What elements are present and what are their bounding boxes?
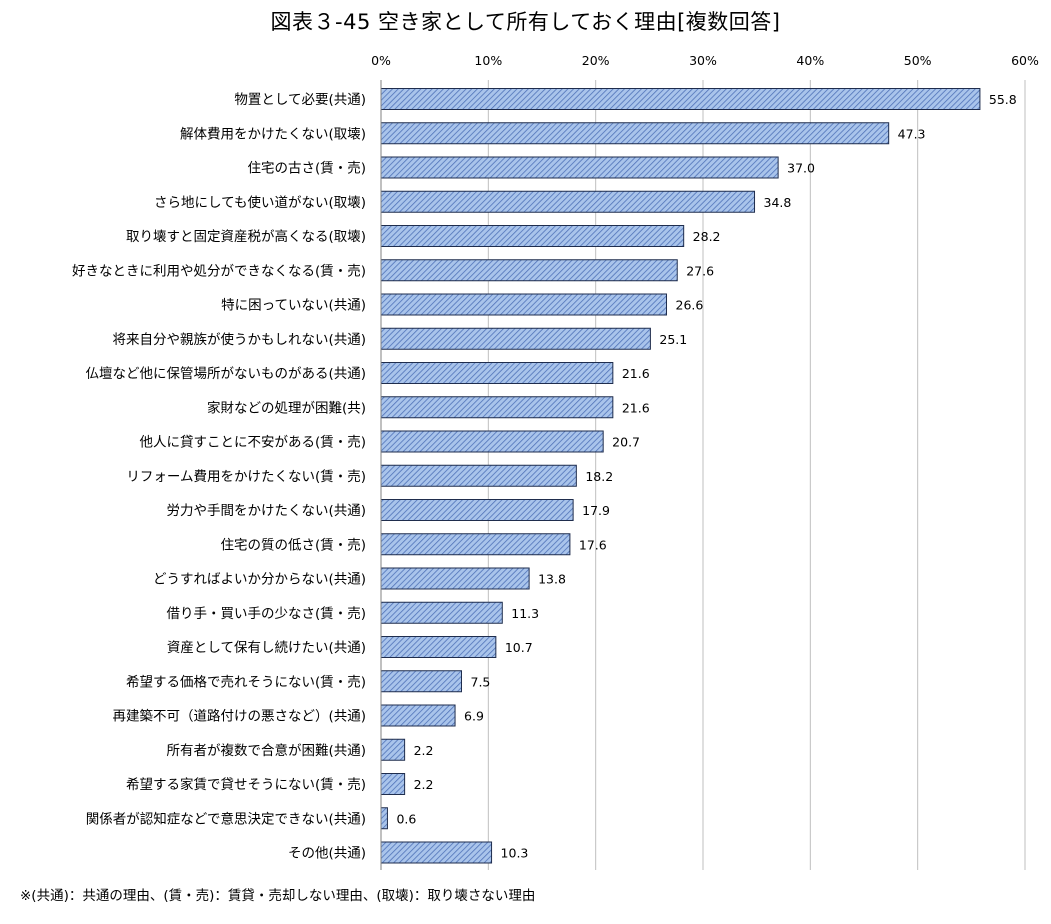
bar-22 — [380, 841, 493, 864]
bar-16 — [380, 636, 497, 658]
value-label-16: 10.7 — [505, 640, 533, 655]
category-label-3: さら地にしても使い道がない(取壊) — [154, 194, 366, 211]
bar-0 — [380, 88, 981, 110]
value-label-15: 11.3 — [511, 606, 539, 621]
category-label-15: 借り手・買い手の少なさ(賃・売) — [166, 606, 366, 622]
category-label-5: 好きなときに利用や処分ができなくなる(賃・売) — [72, 263, 366, 279]
value-label-13: 17.6 — [579, 537, 607, 552]
category-label-6: 特に困っていない(共通) — [221, 298, 366, 314]
category-label-4: 取り壊すと固定資産税が高くなる(取壊) — [126, 228, 366, 245]
bar-3 — [380, 190, 756, 213]
bar-21 — [380, 807, 388, 830]
bar-15 — [380, 601, 503, 624]
value-label-19: 2.2 — [414, 743, 434, 758]
x-tick-label-50: 50% — [904, 53, 932, 68]
value-label-10: 20.7 — [612, 435, 640, 450]
bar-2 — [380, 156, 779, 179]
category-label-17: 希望する価格で売れそうにない(賃・売) — [126, 674, 366, 690]
category-label-16: 資産として保有し続けたい(共通) — [167, 640, 366, 656]
value-labels: 55.8 47.3 37.0 34.8 28.2 27.6 26.6 25.1 21.6 21.6… — [396, 92, 1016, 861]
category-label-2: 住宅の古さ(賃・売) — [247, 161, 366, 177]
bar-18 — [380, 704, 456, 727]
bar-10 — [380, 430, 604, 453]
value-label-7: 25.1 — [659, 332, 687, 347]
value-label-1: 47.3 — [898, 126, 926, 141]
category-label-10: 他人に貸すことに不安がある(賃・売) — [139, 435, 366, 451]
bar-12 — [380, 499, 574, 521]
value-label-0: 55.8 — [989, 92, 1017, 107]
x-tick-label-60: 60% — [1011, 53, 1039, 68]
value-label-12: 17.9 — [582, 503, 610, 518]
category-label-0: 物置として必要(共通) — [234, 92, 366, 108]
value-label-18: 6.9 — [464, 709, 484, 724]
category-label-12: 労力や手間をかけたくない(共通) — [166, 503, 366, 519]
value-label-14: 13.8 — [538, 572, 566, 587]
value-label-20: 2.2 — [414, 777, 434, 792]
bars — [380, 88, 981, 864]
value-label-5: 27.6 — [686, 263, 714, 278]
category-label-8: 仏壇など他に保管場所がないものがある(共通) — [85, 365, 366, 382]
x-tick-label-10: 10% — [474, 53, 502, 68]
bar-19 — [380, 738, 406, 761]
value-label-21: 0.6 — [396, 811, 416, 826]
x-tick-label-0: 0% — [371, 53, 391, 68]
chart-title: 図表３-45 空き家として所有しておく理由[複数回答] — [270, 10, 781, 34]
x-axis-ticks: 0% 10% 20% 30% 40% 50% 60% — [371, 53, 1039, 68]
value-label-3: 34.8 — [764, 195, 792, 210]
bar-7 — [380, 327, 651, 350]
category-label-18: 再建築不可（道路付けの悪さなど）(共通) — [112, 709, 366, 725]
category-label-19: 所有者が複数で合意が困難(共通) — [166, 742, 366, 759]
bar-4 — [380, 225, 685, 247]
category-label-11: リフォーム費用をかけたくない(賃・売) — [126, 469, 366, 485]
category-label-9: 家財などの処理が困難(共) — [207, 399, 366, 416]
horizontal-bar-chart: 0% 10% 20% 30% 40% 50% 60% 物置として必要(共通) 解体費用をかけた… — [72, 53, 1039, 870]
value-label-2: 37.0 — [787, 161, 815, 176]
x-tick-label-30: 30% — [689, 53, 717, 68]
value-label-17: 7.5 — [471, 674, 491, 689]
value-label-22: 10.3 — [501, 846, 529, 861]
category-label-22: その他(共通) — [288, 846, 366, 862]
value-label-4: 28.2 — [693, 229, 721, 244]
bar-9 — [380, 396, 614, 419]
bar-17 — [380, 670, 462, 693]
bar-6 — [380, 293, 668, 316]
bar-13 — [380, 533, 571, 556]
bar-5 — [380, 259, 678, 282]
bar-11 — [380, 464, 577, 487]
value-label-8: 21.6 — [622, 366, 650, 381]
category-label-20: 希望する家賃で貸せそうにない(賃・売) — [126, 776, 366, 793]
x-tick-label-20: 20% — [582, 53, 610, 68]
bar-8 — [380, 362, 614, 384]
value-label-11: 18.2 — [585, 469, 613, 484]
value-label-9: 21.6 — [622, 400, 650, 415]
category-label-14: どうすればよいか分からない(共通) — [153, 572, 366, 588]
category-labels: 物置として必要(共通) 解体費用をかけたくない(取壊) 住宅の古さ(賃・売) さら地に… — [72, 92, 366, 862]
bar-1 — [380, 122, 890, 145]
bar-14 — [380, 567, 530, 590]
category-label-7: 将来自分や親族が使うかもしれない(共通) — [112, 331, 366, 348]
value-label-6: 26.6 — [676, 298, 704, 313]
x-tick-label-40: 40% — [796, 53, 824, 68]
footnote: ※(共通)：共通の理由、(賃・売)：賃貸・売却しない理由、(取壊)：取り壊さない… — [20, 888, 536, 904]
category-label-1: 解体費用をかけたくない(取壊) — [180, 126, 366, 142]
category-label-21: 関係者が認知症などで意思決定できない(共通) — [86, 810, 366, 827]
category-label-13: 住宅の質の低さ(賃・売) — [220, 537, 366, 553]
bar-20 — [380, 773, 406, 795]
